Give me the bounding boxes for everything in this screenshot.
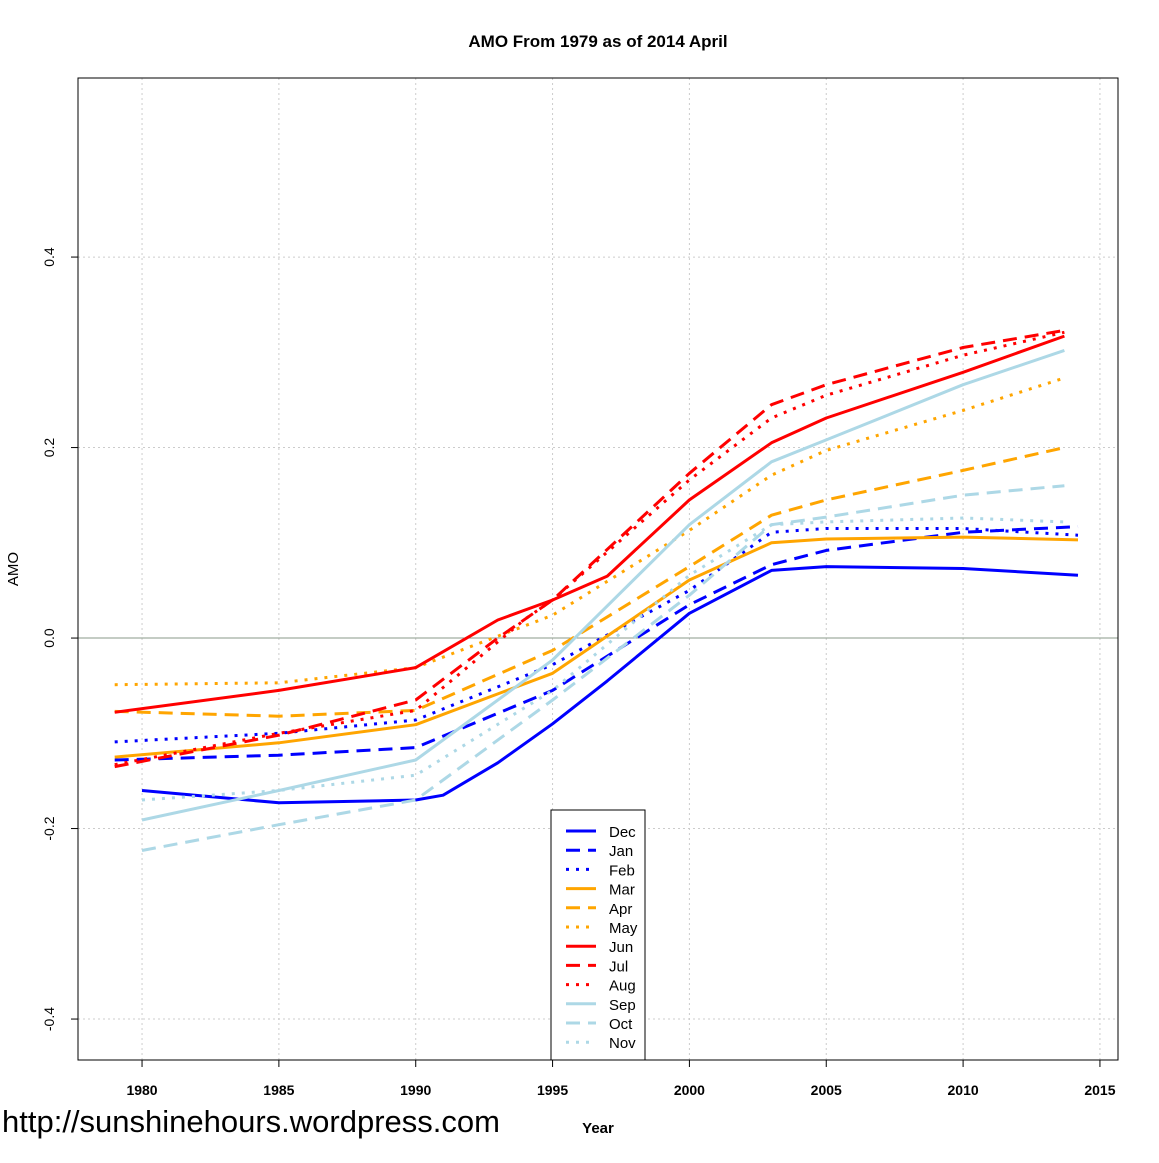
y-tick-label: -0.4 (41, 1007, 57, 1031)
source-url: http://sunshinehours.wordpress.com (2, 1104, 500, 1139)
x-axis: 1980 1985 1990 1995 2000 2005 2010 2015 (126, 1060, 1116, 1098)
legend-label-nov: Nov (609, 1035, 636, 1052)
x-axis-label: Year (582, 1120, 614, 1137)
legend-label-mar: Mar (609, 882, 635, 899)
y-tick-label: -0.2 (41, 816, 57, 840)
y-tick-label: 0.0 (41, 628, 57, 648)
legend-label-oct: Oct (609, 1016, 633, 1033)
x-tick-label: 1990 (400, 1082, 431, 1098)
series-line-dec (141, 565, 1079, 805)
legend-label-feb: Feb (609, 862, 635, 879)
series-line-jul (114, 328, 1065, 769)
series-line-aug (114, 330, 1065, 767)
series-line-jun (114, 334, 1065, 714)
series-line-sep (141, 348, 1065, 822)
legend-label-jul: Jul (609, 958, 628, 975)
x-tick-label: 1985 (263, 1082, 294, 1098)
chart-title: AMO From 1979 as of 2014 April (468, 32, 727, 51)
legend: Dec Jan Feb Mar Apr May Jun Jul Aug Sep Oct Nov (550, 809, 646, 1061)
x-tick-label: 2010 (948, 1082, 979, 1098)
series-line-feb (114, 527, 1079, 744)
legend-label-dec: Dec (609, 824, 636, 841)
y-tick-label: 0.4 (41, 247, 57, 267)
series-line-oct (141, 484, 1065, 852)
y-tick-label: 0.2 (41, 438, 57, 458)
y-axis-label: AMO (5, 552, 22, 586)
legend-label-jan: Jan (609, 843, 633, 860)
legend-label-aug: Aug (609, 978, 636, 995)
x-tick-label: 1980 (126, 1082, 157, 1098)
series-line-apr (114, 446, 1065, 718)
legend-label-jun: Jun (609, 939, 633, 956)
series-line-jan (114, 525, 1079, 762)
x-tick-label: 1995 (537, 1082, 568, 1098)
x-tick-label: 2005 (811, 1082, 842, 1098)
legend-label-sep: Sep (609, 997, 636, 1014)
y-axis: -0.4 -0.2 0.0 0.2 0.4 (41, 247, 78, 1031)
x-tick-label: 2000 (674, 1082, 705, 1098)
series-lines (114, 328, 1079, 852)
legend-label-may: May (609, 920, 638, 937)
x-tick-label: 2015 (1084, 1082, 1115, 1098)
legend-label-apr: Apr (609, 901, 632, 918)
series-line-mar (114, 535, 1079, 759)
series-line-may (114, 376, 1065, 687)
